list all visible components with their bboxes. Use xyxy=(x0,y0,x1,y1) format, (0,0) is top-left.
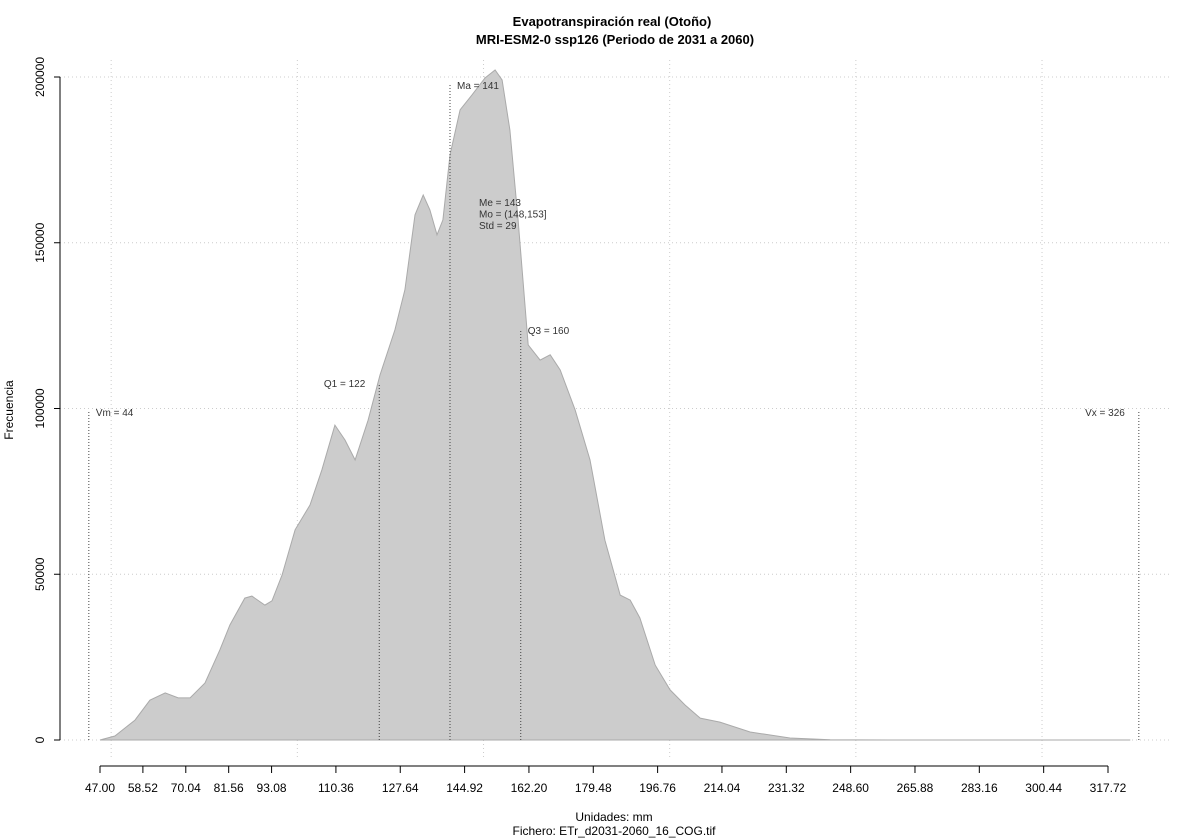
x-tick-label: 144.92 xyxy=(446,781,483,795)
x-tick-label: 179.48 xyxy=(575,781,612,795)
x-tick-label: 248.60 xyxy=(832,781,869,795)
x-tick-label: 70.04 xyxy=(171,781,201,795)
x-tick-label: 317.72 xyxy=(1090,781,1127,795)
y-tick-label: 50000 xyxy=(33,557,47,591)
stat-label: Q3 = 160 xyxy=(528,326,570,337)
stat-label: Ma = 141 xyxy=(457,81,499,92)
x-tick-label: 93.08 xyxy=(257,781,287,795)
x-tick-label: 283.16 xyxy=(961,781,998,795)
stat-text: Mo = (148,153] xyxy=(479,210,547,221)
x-tick-label: 127.64 xyxy=(382,781,419,795)
y-tick-label: 200000 xyxy=(33,57,47,97)
x-tick-label: 110.36 xyxy=(318,781,354,795)
x-tick-label: 81.56 xyxy=(214,781,244,795)
caption: Fichero: ETr_d2031-2060_16_COG.tif xyxy=(513,824,717,838)
x-tick-label: 231.32 xyxy=(768,781,805,795)
x-tick-label: 196.76 xyxy=(639,781,676,795)
y-tick-label: 100000 xyxy=(33,388,47,428)
density-area xyxy=(99,69,1131,741)
x-tick-label: 265.88 xyxy=(897,781,934,795)
y-axis-label: Frecuencia xyxy=(2,380,16,440)
x-tick-label: 58.52 xyxy=(128,781,158,795)
stat-label: Vx = 326 xyxy=(1085,408,1125,419)
x-tick-label: 300.44 xyxy=(1025,781,1062,795)
x-tick-label: 214.04 xyxy=(704,781,741,795)
stat-label: Vm = 44 xyxy=(96,408,134,419)
x-tick-label: 162.20 xyxy=(511,781,548,795)
stat-label: Q1 = 122 xyxy=(324,379,366,390)
x-tick-label: 47.00 xyxy=(85,781,115,795)
chart-title: Evapotranspiración real (Otoño) xyxy=(513,14,712,29)
stat-text: Me = 143 xyxy=(479,198,521,209)
stat-text: Std = 29 xyxy=(479,221,517,232)
y-tick-label: 0 xyxy=(33,736,47,743)
x-axis-label: Unidades: mm xyxy=(575,810,652,824)
chart-subtitle: MRI-ESM2-0 ssp126 (Periodo de 2031 a 206… xyxy=(476,32,754,47)
y-tick-label: 150000 xyxy=(33,222,47,262)
